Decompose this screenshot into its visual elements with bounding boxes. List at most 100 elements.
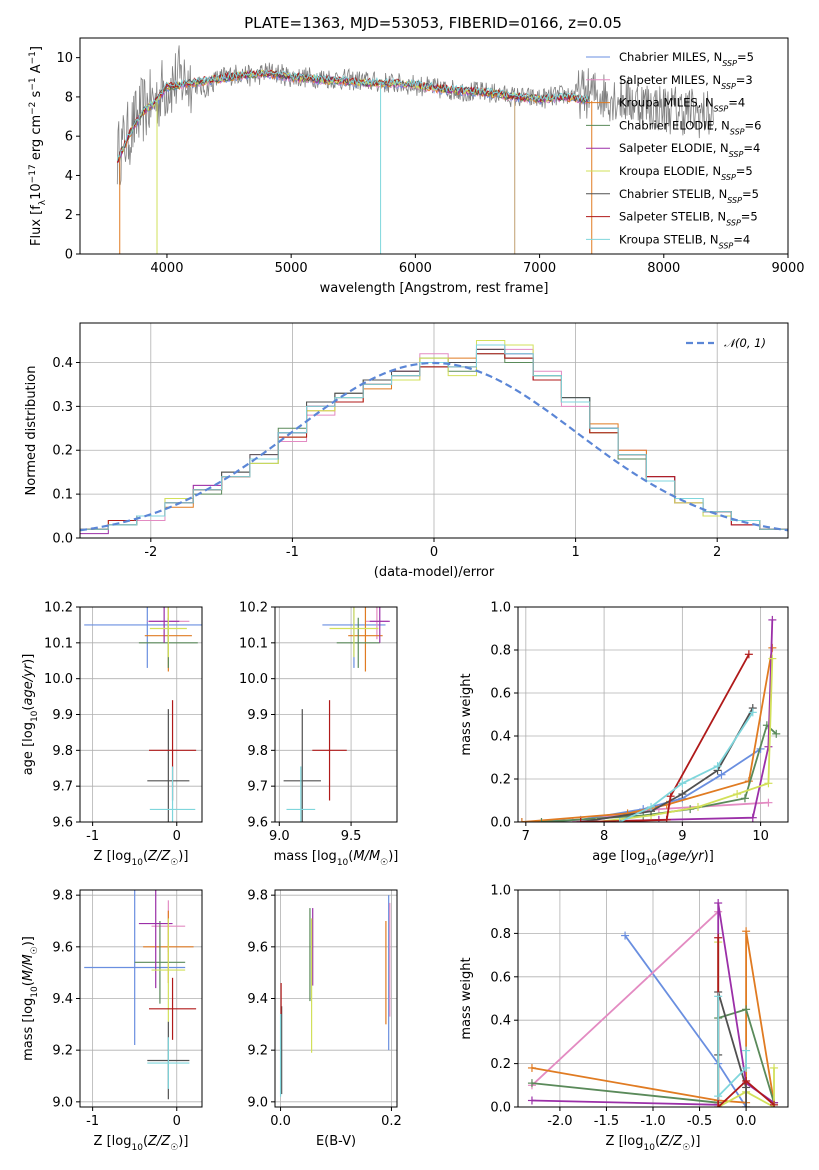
age_weight-marker-ce [772, 729, 781, 738]
z_age-ytick-label: 10.2 [44, 601, 73, 616]
spectrum-ytick-label: 10 [56, 51, 73, 66]
ebv_mass-frame [274, 889, 398, 1108]
ebv_mass-ytick-label: 9.6 [247, 940, 268, 955]
mass_age-xtick-label: 9.0 [269, 829, 290, 844]
z_weight-marker-se [527, 1096, 536, 1105]
age_weight-marker-se [748, 813, 757, 822]
mass_age-ytick-label: 10.0 [239, 672, 268, 687]
spectrum-xlabel: wavelength [Angstrom, rest frame] [320, 281, 549, 296]
z_mass-errorbar-se [138, 890, 173, 989]
mass_age-frame [274, 606, 398, 823]
z_mass-errorbar-cm [84, 890, 186, 1045]
residuals-xtick-label: 1 [571, 545, 579, 560]
mass_age-axes: 9.0 9.5 9.6 9.7 9.8 9.9 10.0 10.1 10.2 [239, 601, 397, 844]
z_age-axes: -1 0 9.6 9.7 9.8 9.9 10.0 10.1 10.2 [44, 601, 202, 844]
z_age-ylabel: age [log10(age/yr)] [21, 654, 40, 776]
residuals-ytick-label: 0.1 [52, 488, 73, 503]
residuals-ytick-label: 0.2 [52, 444, 73, 459]
age_weight-marker-ks [615, 818, 624, 822]
z_mass-frame [79, 889, 203, 1108]
legend-label-ks: Kroupa STELIB, NSSP=4 [619, 232, 750, 250]
legend-label-se: Salpeter ELODIE, NSSP=4 [619, 141, 760, 159]
legend-label-ss: Salpeter STELIB, NSSP=5 [619, 210, 758, 228]
residuals-xtick-label: 2 [713, 545, 721, 560]
spectrum-xtick-label: 6000 [399, 261, 432, 276]
z_weight-marker-ce [527, 1079, 536, 1088]
residuals-ytick-label: 0.4 [52, 356, 73, 371]
legend-label-km: Kroupa MILES, NSSP=4 [619, 96, 745, 114]
z_mass-ytick-label: 9.0 [52, 1095, 73, 1110]
z_weight-plot-area [527, 899, 779, 1107]
figure-title: PLATE=1363, MJD=53053, FIBERID=0166, z=0… [244, 14, 622, 32]
spectrum-ytick-label: 4 [65, 169, 73, 184]
age_weight-marker-ks [647, 802, 656, 811]
spectrum-xtick-label: 7000 [523, 261, 556, 276]
spectrum-xtick-label: 4000 [150, 261, 183, 276]
z_mass-xtick-label: -1 [86, 1114, 99, 1129]
age_weight-marker-ke [733, 790, 742, 799]
age_weight-line-ke [596, 658, 774, 822]
age_weight-ytick-label: 0.6 [490, 687, 511, 702]
age_weight-marker-ce [537, 818, 546, 822]
z_weight-ytick-label: 0.8 [490, 927, 511, 942]
age_weight-line-km [521, 647, 774, 822]
z_weight-marker-ke [770, 1063, 779, 1072]
z_weight-ytick-label: 0.6 [490, 970, 511, 985]
spectrum-ytick-label: 0 [65, 248, 73, 263]
legend-label-sm: Salpeter MILES, NSSP=3 [619, 73, 753, 91]
z_age-errorbar-cm [84, 607, 202, 668]
z_weight-marker-ss [714, 1103, 723, 1107]
z_weight-xtick-label: -1.5 [594, 1114, 619, 1129]
z_weight-marker-ks [742, 1063, 751, 1072]
z_mass-errorbar-ce [134, 921, 186, 1004]
z_weight-marker-cs [742, 1103, 751, 1107]
z_age-ytick-label: 10.0 [44, 672, 73, 687]
age_weight-ytick-label: 1.0 [490, 601, 511, 616]
age_weight-marker-ks [748, 708, 757, 717]
z_age-errorbar-ke [149, 607, 187, 658]
z_weight-marker-km [742, 927, 751, 936]
spectrum-ytick-label: 2 [65, 208, 73, 223]
age_weight-ylabel: mass weight [459, 673, 474, 755]
spectrum-ytick-label: 6 [65, 130, 73, 145]
residuals-xtick-label: 0 [430, 545, 438, 560]
z_age-xtick-label: 0 [173, 829, 181, 844]
z_mass-ytick-label: 9.4 [52, 992, 73, 1007]
mass_age-ytick-label: 9.8 [247, 744, 268, 759]
z_weight-xlabel: Z [log10(Z/Z☉)] [606, 1134, 701, 1153]
z_mass-xlabel: Z [log10(Z/Z☉)] [94, 1134, 189, 1153]
z_age-frame [79, 606, 203, 823]
z_weight-marker-ks [714, 1092, 723, 1101]
z_weight-marker-cm [621, 931, 630, 940]
z_weight-marker-se [714, 899, 723, 908]
legend-label-ce: Chabrier ELODIE, NSSP=6 [619, 118, 761, 136]
age_weight-marker-ss [576, 818, 585, 822]
mass_age-errorbar-cs [283, 709, 321, 822]
z_mass-ytick-label: 9.2 [52, 1044, 73, 1059]
mass_age-ytick-label: 9.6 [247, 816, 268, 831]
age_weight-ytick-label: 0.2 [490, 773, 511, 788]
z_mass-ytick-label: 9.6 [52, 940, 73, 955]
ebv_mass-xtick-label: 0.2 [381, 1114, 402, 1129]
ebv_mass-axes: 0.0 0.2 9.0 9.2 9.4 9.6 9.8 [247, 889, 401, 1129]
z_weight-ytick-label: 1.0 [490, 884, 511, 899]
ebv_mass-plot-area [279, 895, 391, 1097]
mass_age-ytick-label: 10.2 [239, 601, 268, 616]
z_weight-xtick-label: -0.5 [687, 1114, 712, 1129]
z_age-xtick-label: -1 [86, 829, 99, 844]
z_weight-ytick-label: 0.0 [490, 1101, 511, 1116]
z_age-ytick-label: 9.6 [52, 816, 73, 831]
z_weight-ytick-label: 0.4 [490, 1014, 511, 1029]
residuals-frame [79, 322, 789, 539]
z_age-ytick-label: 9.7 [52, 780, 73, 795]
age_weight-marker-km [518, 818, 526, 822]
z_weight-marker-km [527, 1063, 536, 1072]
mass_age-ytick-label: 9.9 [247, 708, 268, 723]
z_mass-ylabel: mass [log10(M/M☉)] [21, 936, 40, 1061]
z_weight-line-sm [531, 911, 719, 1086]
age_weight-marker-ks [678, 779, 687, 788]
ebv_mass-ytick-label: 9.4 [247, 992, 268, 1007]
z_weight-line-cs [717, 991, 747, 1107]
spectrum-xtick-label: 8000 [647, 261, 680, 276]
age_weight-xtick-label: 8 [600, 829, 608, 844]
